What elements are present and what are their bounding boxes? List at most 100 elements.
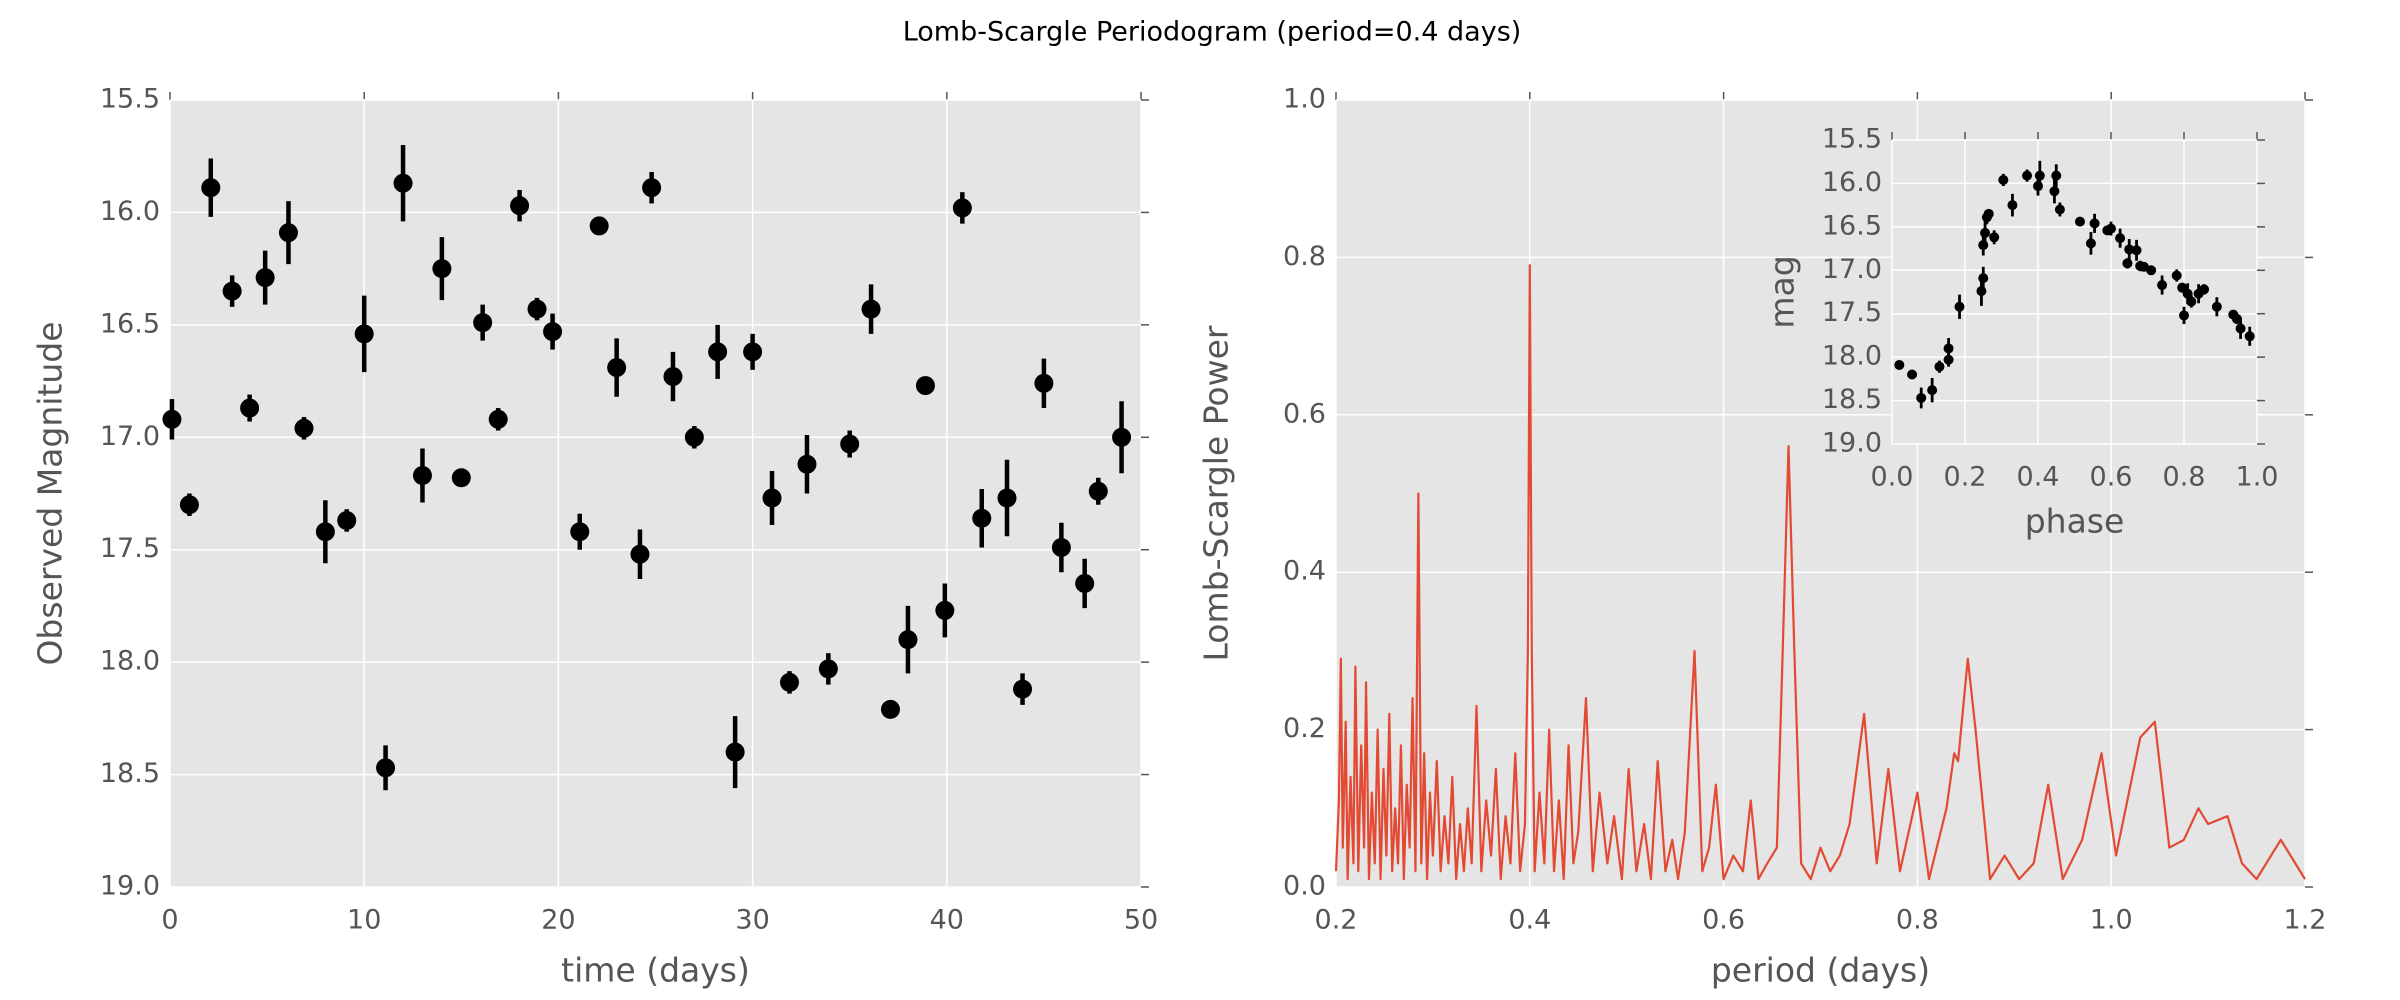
data-point: [861, 299, 881, 319]
data-point: [1989, 232, 2000, 243]
x-tick-label: 1.0: [2236, 462, 2279, 493]
data-point: [663, 367, 683, 387]
data-point: [743, 342, 763, 362]
data-point: [1976, 286, 1987, 297]
data-point: [2122, 258, 2133, 269]
y-tick-label: 15.5: [100, 84, 160, 115]
x-axis-label: phase: [2025, 502, 2125, 541]
y-tick-label: 16.5: [1822, 210, 1882, 241]
figure-title: Lomb-Scargle Periodogram (period=0.4 day…: [903, 17, 1522, 48]
y-tick-label: 15.5: [1822, 124, 1882, 155]
data-point: [1998, 174, 2009, 185]
data-point: [1112, 427, 1132, 447]
data-point: [2106, 223, 2116, 234]
x-tick-label: 0.4: [2017, 462, 2060, 493]
x-tick-label: 40: [930, 905, 964, 936]
data-point: [1051, 537, 1071, 557]
x-tick-label: 0.2: [1315, 905, 1358, 936]
y-axis-label: Lomb-Scargle Power: [1197, 325, 1236, 661]
y-tick-label: 19.0: [1822, 428, 1882, 459]
y-tick-label: 18.0: [100, 646, 160, 677]
data-point: [2199, 284, 2210, 295]
x-tick-label: 0.0: [1871, 462, 1914, 493]
data-point: [1980, 227, 1991, 238]
y-tick-label: 19.0: [100, 871, 160, 902]
data-point: [1978, 240, 1989, 251]
data-point: [589, 216, 609, 236]
data-point: [201, 178, 221, 198]
data-point: [708, 342, 728, 362]
y-axis-label: Observed Magnitude: [31, 321, 70, 665]
y-tick-label: 17.0: [100, 421, 160, 452]
data-point: [376, 758, 396, 778]
data-point: [2124, 244, 2135, 255]
data-point: [1907, 369, 1918, 380]
x-tick-label: 50: [1124, 905, 1158, 936]
data-point: [2007, 200, 2018, 211]
data-point: [527, 299, 547, 319]
x-tick-label: 20: [541, 905, 575, 936]
y-tick-label: 18.0: [1822, 341, 1882, 372]
y-tick-label: 16.0: [100, 196, 160, 227]
x-tick-label: 0.6: [2090, 462, 2133, 493]
data-point: [1978, 273, 1989, 284]
data-point: [412, 466, 432, 486]
data-point: [2179, 310, 2189, 321]
data-point: [840, 434, 860, 454]
y-tick-label: 18.5: [100, 758, 160, 789]
data-point: [2049, 186, 2060, 197]
data-point: [642, 178, 662, 198]
data-point: [1075, 573, 1095, 593]
data-point: [2186, 296, 2197, 307]
data-point: [2089, 218, 2100, 229]
data-point: [294, 418, 314, 438]
data-point: [2033, 181, 2043, 192]
data-point: [1943, 343, 1954, 354]
y-tick-label: 0.6: [1283, 398, 1326, 429]
data-point: [2085, 238, 2096, 249]
data-point: [898, 630, 918, 650]
data-point: [1943, 354, 1954, 365]
data-point: [2171, 270, 2182, 281]
data-point: [779, 672, 799, 692]
y-tick-label: 18.5: [1822, 384, 1882, 415]
data-point: [2054, 204, 2065, 215]
data-point: [2131, 245, 2142, 256]
data-point: [1916, 392, 1927, 403]
x-tick-label: 0.6: [1702, 905, 1745, 936]
x-tick-label: 1.2: [2284, 905, 2327, 936]
y-tick-label: 17.0: [1822, 254, 1882, 285]
data-point: [451, 468, 471, 488]
x-tick-label: 0.8: [1896, 905, 1939, 936]
y-tick-label: 0.4: [1283, 556, 1326, 587]
data-point: [2115, 233, 2126, 244]
data-point: [2235, 323, 2246, 334]
data-point: [1034, 373, 1054, 393]
y-tick-label: 17.5: [1822, 297, 1882, 328]
y-tick-label: 0.0: [1283, 871, 1326, 902]
data-point: [630, 544, 650, 564]
data-point: [797, 454, 817, 474]
x-axis-label: period (days): [1711, 951, 1930, 990]
x-tick-label: 30: [735, 905, 769, 936]
data-point: [1927, 385, 1938, 396]
x-tick-label: 0.4: [1508, 905, 1551, 936]
data-point: [880, 699, 900, 719]
data-point: [762, 488, 782, 508]
x-tick-label: 10: [347, 905, 381, 936]
data-point: [1088, 481, 1108, 501]
data-point: [952, 198, 972, 218]
data-point: [972, 508, 992, 528]
y-tick-label: 16.5: [100, 308, 160, 339]
data-point: [1954, 301, 1965, 312]
data-point: [393, 173, 413, 193]
data-point: [222, 281, 242, 301]
data-point: [240, 398, 260, 418]
y-tick-label: 0.8: [1283, 241, 1326, 272]
data-point: [2244, 331, 2255, 342]
data-point: [543, 322, 563, 342]
data-point: [2051, 170, 2062, 181]
data-point: [432, 259, 452, 279]
y-tick-label: 17.5: [100, 533, 160, 564]
data-point: [162, 409, 182, 429]
